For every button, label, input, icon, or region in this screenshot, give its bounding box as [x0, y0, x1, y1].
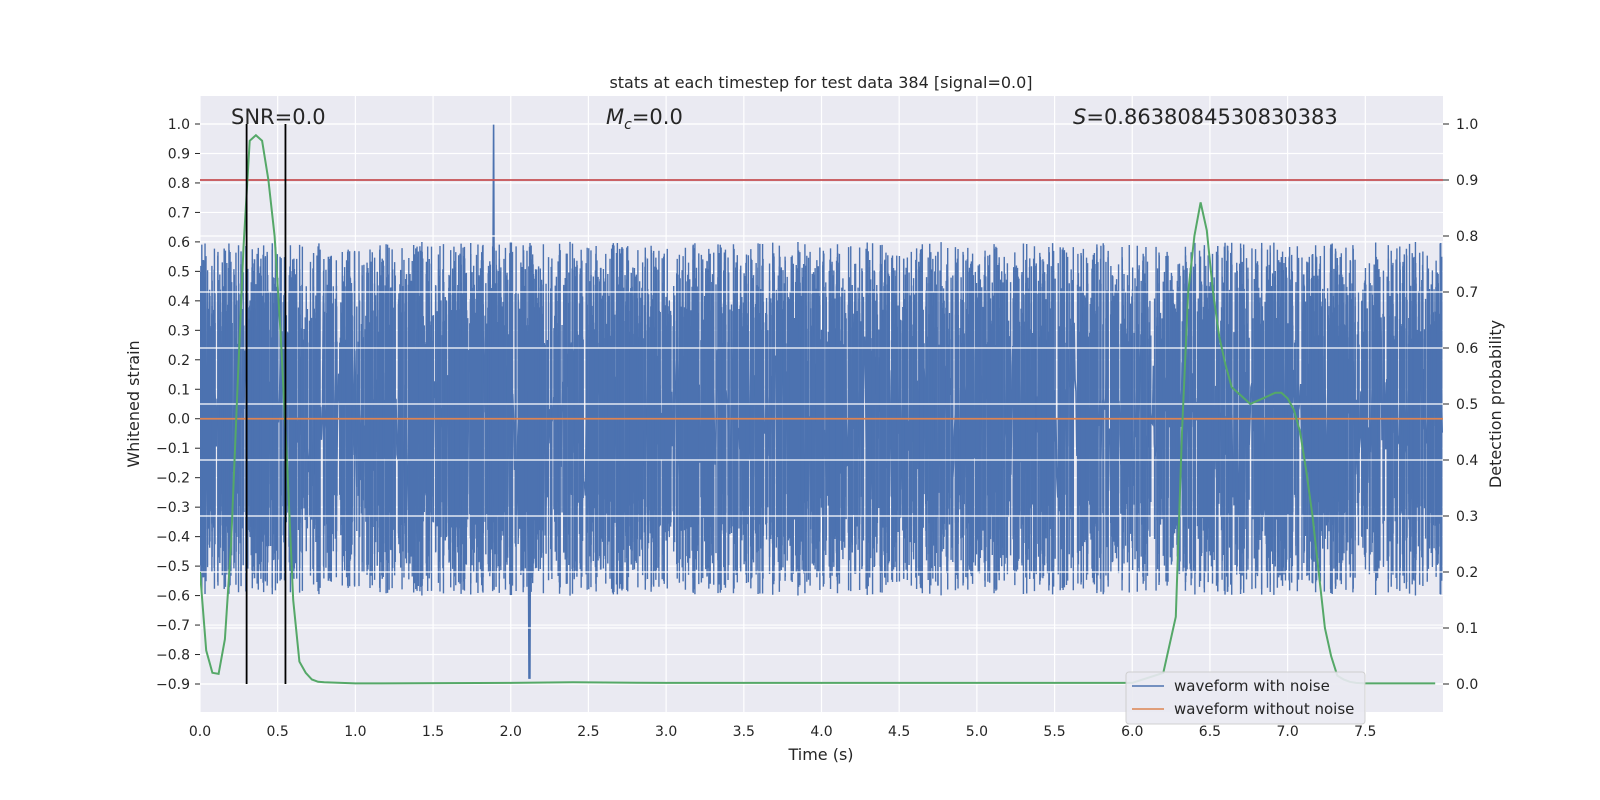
x-tick-labels: 0.0 0.5 1.0 1.5 2.0 2.5 3.0 3.5 4.0 4.5 5.0 5.5 6.0 6… — [189, 724, 1377, 740]
y-tick-label: −0.7 — [156, 618, 190, 634]
y-tick-label: 0.3 — [168, 323, 190, 339]
y-tick-label: 0.7 — [168, 205, 190, 221]
legend-label-noise: waveform with noise — [1174, 677, 1330, 695]
x-tick-label: 2.5 — [577, 724, 599, 740]
y2-tick-label: 0.4 — [1456, 453, 1478, 469]
event-markers — [245, 124, 287, 684]
y2-tick-label: 0.8 — [1456, 229, 1478, 245]
x-tick-label: 3.0 — [655, 724, 677, 740]
y-axis-label: Whitened strain — [124, 340, 143, 467]
y-tick-label: −0.1 — [156, 441, 190, 457]
y2-tick-label: 0.5 — [1456, 397, 1478, 413]
x-tick-label: 7.0 — [1276, 724, 1298, 740]
mc-value: =0.0 — [632, 105, 683, 129]
s-symbol: S — [1073, 105, 1086, 129]
y-tick-label: −0.4 — [156, 530, 190, 546]
legend-box — [1125, 671, 1366, 725]
x-axis-label: Time (s) — [787, 745, 853, 764]
y2-tick-label: 0.0 — [1456, 677, 1478, 693]
y2-tick-labels: 0.0 0.1 0.2 0.3 0.4 0.5 0.6 0.7 0.8 0.9 1.0 — [1443, 117, 1478, 693]
y-tick-label: 0.6 — [168, 235, 190, 251]
y2-tick-label: 0.1 — [1456, 621, 1478, 637]
y2-axis-label: Detection probability — [1486, 320, 1505, 488]
y2-tick-label: 0.2 — [1456, 565, 1478, 581]
x-tick-label: 3.5 — [733, 724, 755, 740]
y-tick-label: 1.0 — [168, 117, 190, 133]
y-tick-label: −0.5 — [156, 559, 190, 575]
series-detection-probability — [200, 133, 1436, 685]
x-tick-label: 2.0 — [500, 724, 522, 740]
x-tick-label: 6.5 — [1199, 724, 1221, 740]
y-tick-label: 0.1 — [168, 382, 190, 398]
x-tick-label: 1.5 — [422, 724, 444, 740]
x-tick-label: 4.0 — [810, 724, 832, 740]
x-tick-label: 0.5 — [267, 724, 289, 740]
y-tick-label: −0.8 — [156, 648, 190, 664]
y-tick-label: 0.2 — [168, 353, 190, 369]
y-tick-label: −0.9 — [156, 677, 190, 693]
y-tick-label: 0.0 — [168, 412, 190, 428]
y2-tick-label: 1.0 — [1456, 117, 1478, 133]
legend: waveform with noise waveform without noi… — [1125, 671, 1366, 725]
y2-tick-label: 0.9 — [1456, 173, 1478, 189]
chart-title: stats at each timestep for test data 384… — [609, 73, 1032, 92]
x-tick-label: 5.5 — [1043, 724, 1065, 740]
x-tick-label: 5.0 — [966, 724, 988, 740]
mc-symbol: M — [606, 105, 624, 129]
y-tick-label: 0.4 — [168, 294, 190, 310]
mc-annotation: Mc=0.0 — [606, 105, 683, 133]
x-tick-label: 1.0 — [344, 724, 366, 740]
y-tick-label: −0.3 — [156, 500, 190, 516]
x-tick-label: 7.5 — [1354, 724, 1376, 740]
y-tick-label: 0.5 — [168, 264, 190, 280]
y-tick-label: −0.6 — [156, 589, 190, 605]
y2-tick-label: 0.6 — [1456, 341, 1478, 357]
y2-tick-label: 0.7 — [1456, 285, 1478, 301]
y-tick-label: 0.9 — [168, 146, 190, 162]
x-tick-label: 0.0 — [189, 724, 211, 740]
y-tick-labels: −0.9 −0.8 −0.7 −0.6 −0.5 −0.4 −0.3 −0.2 −0.1 0.0 0… — [156, 117, 200, 693]
snr-annotation: SNR=0.0 — [231, 105, 326, 129]
legend-label-clean: waveform without noise — [1174, 700, 1354, 718]
mc-subscript: c — [624, 117, 632, 133]
y-tick-label: −0.2 — [156, 471, 190, 487]
x-tick-label: 4.5 — [888, 724, 910, 740]
x-tick-label: 6.0 — [1121, 724, 1143, 740]
s-value: =0.8638084530830383 — [1086, 105, 1337, 129]
s-annotation: S=0.8638084530830383 — [1073, 105, 1338, 129]
probability-line — [200, 133, 1436, 685]
y-tick-label: 0.8 — [168, 176, 190, 192]
y2-tick-label: 0.3 — [1456, 509, 1478, 525]
